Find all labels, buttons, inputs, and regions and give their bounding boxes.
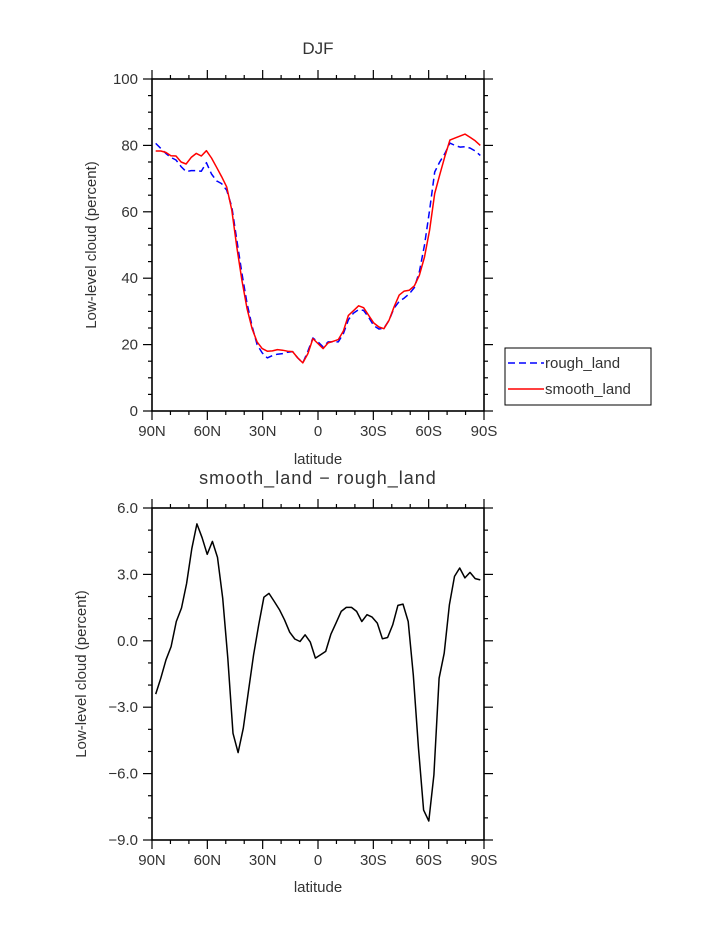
chart-title: smooth_land − rough_land xyxy=(199,468,437,489)
plot-2: smooth_land − rough_land 90N 60N 30N 0 30S 60S… xyxy=(73,468,497,896)
y-tick-label: 3.0 xyxy=(117,566,138,583)
series-line-rough-land xyxy=(155,142,481,364)
legend: rough_land smooth_land xyxy=(504,347,652,406)
y-tick-label: 60 xyxy=(121,204,138,221)
y-tick-label: 20 xyxy=(121,337,138,354)
x-axis-label: latitude xyxy=(294,879,342,896)
y-tick-label: 0 xyxy=(130,403,138,420)
x-tick-label: 90S xyxy=(471,852,498,869)
x-tick-label: 30S xyxy=(360,852,387,869)
legend-label-smooth-land: smooth_land xyxy=(545,381,631,398)
y-tick-label: 80 xyxy=(121,137,138,154)
x-tick-label: 60N xyxy=(194,423,222,440)
y-tick-label: 0.0 xyxy=(117,633,138,650)
y-axis-label: Low-level cloud (percent) xyxy=(83,161,100,329)
y-tick-label: 40 xyxy=(121,270,138,287)
x-axis-label: latitude xyxy=(294,451,342,468)
x-tick-label: 60S xyxy=(415,852,442,869)
y-axis-label: Low-level cloud (percent) xyxy=(73,590,90,758)
y-tick-label: −3.0 xyxy=(108,699,138,716)
x-tick-label: 30N xyxy=(249,423,277,440)
x-tick-label: 90N xyxy=(138,423,166,440)
chart-title: DJF xyxy=(302,39,333,58)
x-tick-label: 0 xyxy=(314,423,322,440)
series-line-smooth-land xyxy=(155,133,481,364)
x-tick-label: 0 xyxy=(314,852,322,869)
x-tick-label: 60N xyxy=(194,852,222,869)
plot-frame xyxy=(151,78,485,412)
x-tick-label: 90N xyxy=(138,852,166,869)
plot-1: DJF 90N 60N 30N 0 30S 60S 90S 0 20 40 60 80 100 latitu… xyxy=(83,39,652,468)
x-tick-label: 30S xyxy=(360,423,387,440)
y-tick-label: −6.0 xyxy=(108,766,138,783)
legend-label-rough-land: rough_land xyxy=(545,355,620,372)
y-tick-label: 6.0 xyxy=(117,500,138,517)
plot-frame xyxy=(151,507,485,841)
legend-box xyxy=(504,347,652,406)
series-line-difference xyxy=(154,523,481,822)
x-tick-label: 90S xyxy=(471,423,498,440)
y-tick-label: 100 xyxy=(113,71,138,88)
x-tick-label: 30N xyxy=(249,852,277,869)
x-tick-label: 60S xyxy=(415,423,442,440)
y-tick-label: −9.0 xyxy=(108,832,138,849)
